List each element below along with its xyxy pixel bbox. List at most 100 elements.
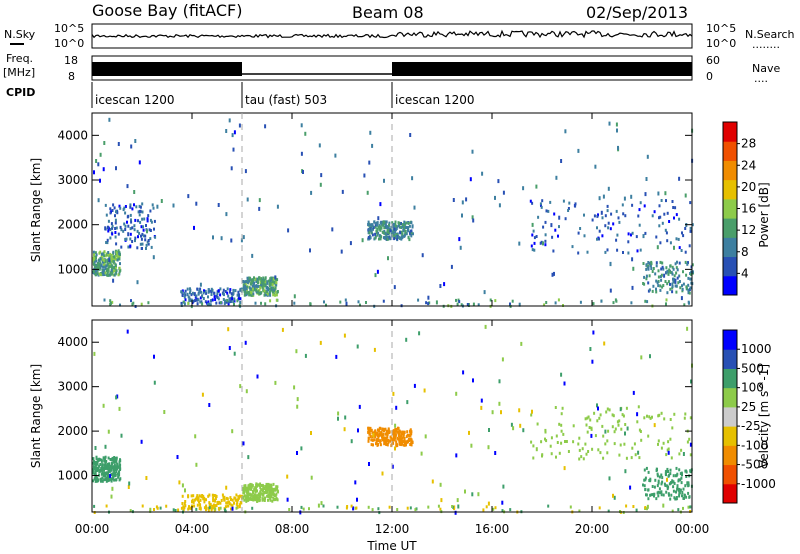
data-point (532, 229, 535, 233)
data-point (107, 266, 110, 270)
data-point (296, 404, 299, 409)
data-point (99, 261, 102, 265)
data-point (254, 496, 257, 500)
data-point (202, 494, 205, 498)
data-point (389, 435, 392, 439)
data-point (687, 491, 690, 495)
data-point (145, 476, 148, 480)
data-point (287, 228, 290, 233)
data-point (649, 264, 652, 268)
data-point (106, 473, 109, 477)
data-point (648, 288, 651, 292)
data-point (372, 443, 374, 447)
data-point (184, 488, 186, 493)
data-point (385, 443, 388, 446)
data-point (113, 468, 116, 472)
data-point (615, 238, 618, 242)
freq-right-tick-bottom: 0 (706, 70, 713, 83)
data-point (567, 450, 570, 453)
data-point (119, 467, 122, 471)
data-point (113, 459, 115, 463)
data-point (112, 266, 115, 270)
data-point (267, 487, 270, 491)
data-point (673, 274, 676, 278)
data-point (207, 509, 210, 513)
data-point (112, 472, 115, 476)
data-point (108, 258, 111, 263)
data-point (228, 500, 231, 504)
data-point (554, 301, 557, 305)
cpid-row: icescan 1200 tau (fast) 503 icescan 1200 (91, 82, 474, 108)
data-point (645, 277, 648, 281)
data-point (116, 472, 119, 476)
data-point (672, 277, 674, 281)
data-point (106, 261, 109, 265)
data-point (131, 240, 134, 243)
data-point (225, 485, 228, 490)
data-point (118, 463, 121, 467)
data-point (257, 496, 260, 500)
data-point (276, 278, 279, 282)
data-point (271, 492, 274, 496)
data-point (266, 485, 269, 489)
data-point (691, 223, 694, 227)
data-point (302, 507, 305, 511)
data-point (544, 233, 547, 237)
data-point (480, 405, 483, 410)
data-point (688, 301, 690, 305)
data-point (577, 442, 580, 446)
data-point (276, 204, 279, 209)
data-point (669, 497, 672, 501)
data-point (393, 237, 396, 241)
data-point (98, 470, 101, 474)
freq-right-tick-top: 60 (706, 54, 720, 67)
data-point (274, 290, 277, 294)
data-point (261, 498, 264, 502)
data-point (209, 502, 212, 506)
data-point (665, 231, 668, 235)
data-point (106, 263, 109, 267)
data-point (395, 429, 397, 433)
data-point (223, 302, 226, 306)
data-point (114, 249, 117, 253)
data-point (174, 509, 177, 512)
data-point (660, 278, 663, 282)
data-point (519, 423, 522, 428)
data-point (245, 490, 248, 494)
data-point (296, 451, 298, 455)
data-point (367, 429, 370, 432)
data-point (228, 298, 231, 303)
colorbar-tick-label: 24 (741, 158, 756, 172)
data-point (265, 486, 268, 490)
data-point (649, 416, 652, 420)
data-point (325, 303, 327, 307)
data-point (456, 302, 459, 306)
data-point (372, 433, 375, 437)
data-point (536, 422, 539, 426)
data-point (367, 220, 370, 224)
data-point (383, 178, 385, 183)
data-point (180, 301, 183, 305)
data-point (127, 485, 130, 489)
data-point (545, 209, 548, 213)
data-point (198, 500, 200, 504)
data-point (98, 473, 101, 477)
data-point (544, 220, 547, 224)
data-point (251, 253, 254, 258)
data-point (689, 453, 692, 457)
data-point (251, 484, 254, 488)
data-point (500, 410, 502, 415)
data-point (233, 496, 236, 500)
data-point (660, 473, 663, 477)
data-point (678, 280, 681, 283)
data-point (101, 268, 104, 272)
data-point (639, 201, 642, 205)
data-point (193, 293, 196, 296)
data-point (266, 287, 269, 291)
data-point (208, 501, 211, 505)
data-point (580, 455, 583, 459)
data-point (186, 292, 189, 296)
data-point (417, 298, 420, 302)
data-point (661, 480, 664, 484)
data-point (564, 440, 566, 443)
